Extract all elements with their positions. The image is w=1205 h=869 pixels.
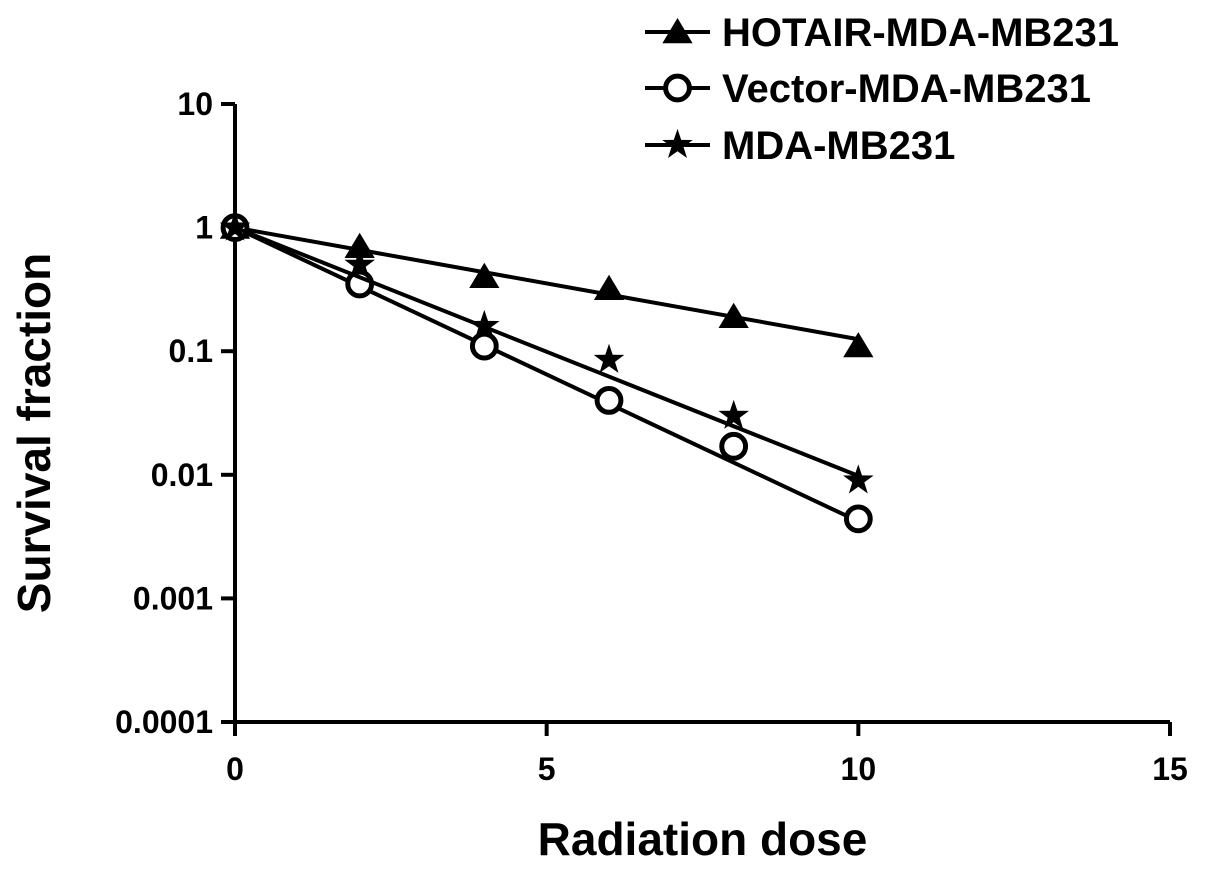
data-point — [718, 302, 749, 328]
data-point — [593, 343, 625, 373]
data-point — [593, 274, 625, 300]
data-point — [594, 385, 624, 415]
series-star — [219, 211, 874, 494]
data-point — [843, 464, 874, 494]
y-tick-label: 0.1 — [169, 333, 213, 369]
x-tick-label: 15 — [1152, 751, 1188, 787]
series-line — [234, 225, 860, 524]
x-axis-title: Radiation dose — [538, 813, 868, 865]
x-ticks: 0 5 10 15 — [226, 722, 1188, 787]
x-tick-label: 10 — [841, 751, 877, 787]
legend-item: Vector-MDA-MB231 — [645, 67, 1091, 111]
data-point — [843, 504, 873, 534]
legend: HOTAIR-MDA-MB231 Vector-MDA-MB231 MDA-MB23… — [645, 11, 1119, 168]
y-tick-label: 0.0001 — [115, 704, 213, 740]
data-point — [469, 331, 499, 361]
data-point — [843, 332, 874, 358]
series-line — [234, 225, 859, 342]
legend-label: HOTAIR-MDA-MB231 — [722, 11, 1119, 55]
data-point — [469, 262, 500, 288]
legend-item: MDA-MB231 — [645, 124, 955, 168]
x-tick-label: 0 — [226, 751, 244, 787]
data-point — [344, 248, 375, 278]
y-tick-label: 0.01 — [151, 457, 213, 493]
legend-marker — [662, 128, 693, 158]
data-point — [219, 211, 251, 241]
data-point — [718, 399, 749, 429]
legend-label: MDA-MB231 — [722, 124, 955, 168]
y-ticks: 10 1 0.1 0.01 0.001 0.0001 — [115, 86, 235, 740]
x-tick-label: 5 — [538, 751, 556, 787]
series-triangle — [219, 213, 874, 358]
plot-area — [219, 211, 874, 534]
legend-label: Vector-MDA-MB231 — [722, 67, 1091, 111]
legend-marker — [662, 18, 693, 44]
axes: 0 5 10 15 10 1 0.1 0.01 0.001 0.0001 — [115, 86, 1188, 787]
data-point — [469, 309, 500, 339]
series-line — [234, 225, 860, 478]
y-tick-label: 1 — [195, 210, 213, 246]
legend-item: HOTAIR-MDA-MB231 — [645, 11, 1119, 55]
y-tick-label: 0.001 — [133, 580, 213, 616]
data-point — [344, 232, 375, 258]
legend-marker — [663, 73, 692, 103]
y-tick-label: 10 — [177, 86, 213, 122]
y-axis-title: Survival fraction — [8, 253, 60, 613]
data-point — [719, 431, 749, 461]
